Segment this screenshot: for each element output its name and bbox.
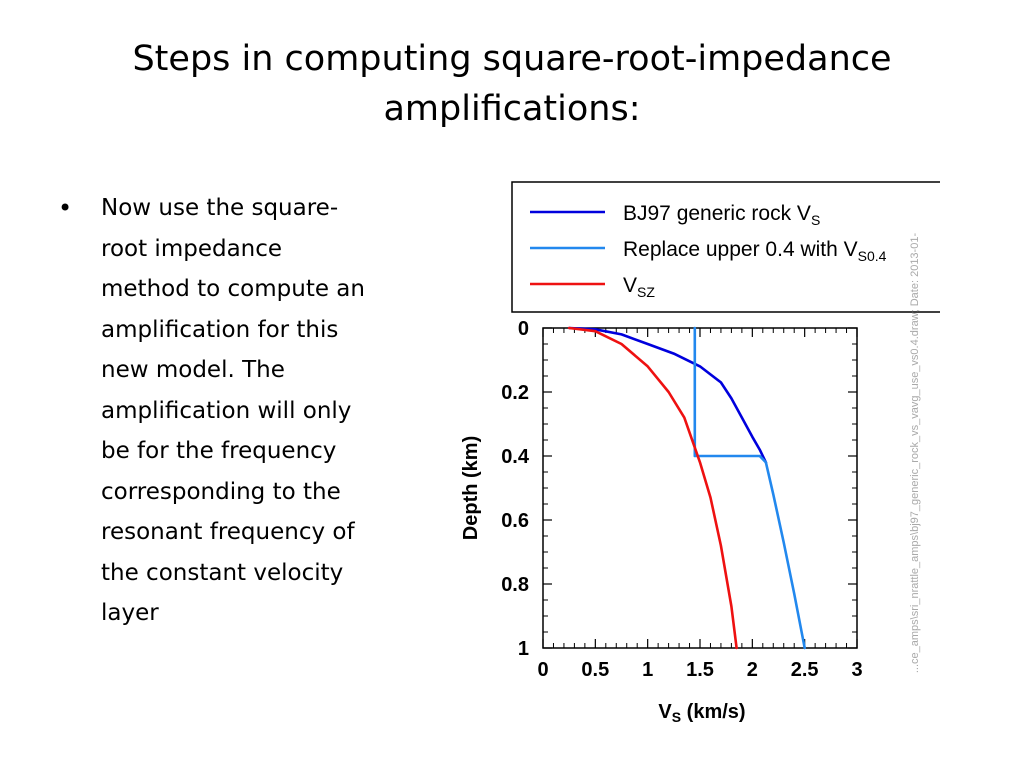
x-tick-label: 0.5: [581, 659, 609, 681]
axis-ticks: 0 0.5 1 1.5 2 2.5 3 0 0.2 0.4 0.6 0.8 1: [501, 318, 862, 681]
x-axis-title-unit: (km/s): [681, 701, 745, 723]
y-tick-label: 0.8: [501, 574, 529, 596]
y-axis-title: Depth (km): [460, 436, 482, 540]
slide-title-line-1: Steps in computing square-root-impedance: [132, 39, 892, 79]
y-tick-label: 1: [518, 638, 529, 660]
bullet-line: method to compute an: [101, 276, 365, 302]
series-line-3: [567, 326, 738, 650]
legend-label: VSZ: [623, 274, 655, 300]
bullet-line: new model. The: [101, 357, 285, 383]
watermark-text: ...ce_amps\sri_nrattle_amps\bj97_generic…: [909, 232, 921, 673]
bullet-line: the constant velocity: [101, 559, 344, 586]
x-axis-title-main: V: [658, 701, 672, 723]
x-axis-title-sub: S: [672, 709, 681, 725]
y-tick-label: 0.2: [501, 382, 529, 404]
bullet-line: resonant frequency of: [101, 519, 355, 545]
x-tick-label: 3: [851, 659, 862, 681]
x-tick-label: 2: [747, 659, 758, 681]
x-tick-label: 1.5: [686, 659, 714, 681]
slide-title: Steps in computing square-root-impedance…: [60, 34, 964, 134]
x-tick-label: 1: [642, 659, 653, 681]
velocity-depth-chart: BJ97 generic rock VS Replace upper 0.4 wi…: [460, 181, 940, 725]
bullet-line: be for the frequency: [101, 438, 337, 464]
series-line-1: [567, 326, 768, 464]
x-axis-title: VS (km/s): [658, 701, 745, 725]
bullet-marker: •: [58, 194, 73, 222]
bullet-line: amplification for this: [101, 316, 339, 343]
slide-title-line-2: amplifications:: [383, 89, 641, 129]
bullet-line: Now use the square-: [101, 195, 339, 221]
legend-label: BJ97 generic rock VS: [623, 202, 820, 228]
y-tick-label: 0: [518, 318, 529, 340]
bullet-line: amplification will only: [101, 397, 352, 424]
legend-box: [511, 181, 940, 313]
plot-frame: [542, 327, 858, 649]
legend-label: Replace upper 0.4 with VS0.4: [623, 238, 887, 264]
bullet-text: Now use the square- root impedance metho…: [101, 188, 431, 634]
bullet-line: root impedance: [101, 235, 283, 262]
y-tick-label: 0.4: [501, 446, 530, 468]
bullet-line: corresponding to the: [101, 478, 341, 505]
bullet-line: layer: [101, 600, 159, 626]
legend: BJ97 generic rock VS Replace upper 0.4 wi…: [530, 202, 887, 300]
series-line-2: [693, 326, 807, 650]
x-tick-label: 2.5: [791, 659, 819, 681]
y-tick-label: 0.6: [501, 510, 529, 532]
file-path-watermark: ...ce_amps\sri_nrattle_amps\bj97_generic…: [904, 160, 926, 745]
x-tick-label: 0: [537, 659, 548, 681]
plot-series: [567, 326, 807, 650]
